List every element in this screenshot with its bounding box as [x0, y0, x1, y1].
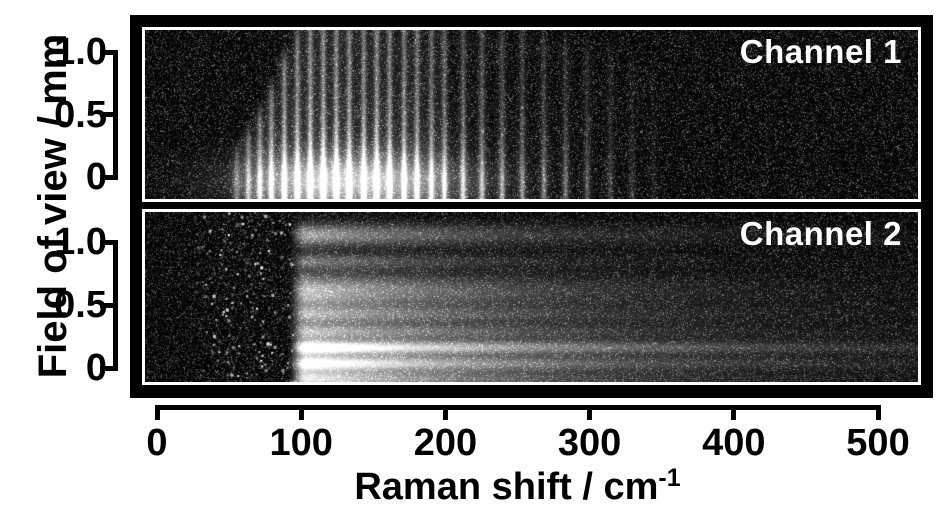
y-tick-label: 0: [85, 347, 107, 389]
y-axis-tick: [100, 365, 114, 371]
x-axis-tick: [875, 405, 881, 420]
x-tick-label: 0: [146, 422, 168, 464]
y-tick-label: 1.0: [54, 221, 107, 263]
channel-2-panel: Channel 2: [142, 209, 921, 385]
x-tick-label: 500: [846, 422, 910, 464]
plot-frame: Channel 1 Channel 2: [130, 15, 933, 398]
channel-1-label: Channel 1: [739, 33, 902, 70]
x-tick-label: 400: [702, 422, 766, 464]
y-axis-tick: [100, 112, 114, 117]
y-tick-label: 0.5: [54, 284, 107, 326]
y-tick-label: 0.5: [54, 93, 107, 136]
x-axis-title: Raman shift / cm-1: [157, 466, 878, 508]
x-tick-label: 200: [413, 422, 478, 464]
y-axis-tick: [100, 174, 114, 180]
x-axis-tick: [442, 405, 448, 420]
x-axis-tick: [587, 405, 593, 420]
x-axis-title-superscript: -1: [658, 464, 681, 492]
x-axis-tick: [731, 405, 737, 420]
y-axis-bracket-panel-2: [113, 239, 118, 371]
x-tick-label: 300: [557, 422, 622, 464]
y-axis-tick: [100, 239, 114, 245]
channel-1-panel: Channel 1: [142, 27, 921, 202]
channel-2-label: Channel 2: [739, 215, 902, 252]
x-axis-line: [154, 405, 881, 410]
y-axis-tick: [100, 49, 114, 55]
y-tick-label: 0: [85, 156, 107, 198]
y-axis-tick: [100, 302, 114, 308]
y-axis-bracket-panel-1: [113, 49, 118, 180]
x-axis-tick: [298, 405, 304, 420]
y-axis-title: Field of view / mm: [31, 33, 75, 379]
y-tick-label: 1.0: [54, 31, 107, 73]
channel-1-image: [145, 30, 918, 199]
x-tick-label: 100: [269, 422, 333, 464]
x-axis-tick: [154, 405, 160, 420]
channel-2-image: [145, 212, 918, 382]
x-axis-title-text: Raman shift / cm: [354, 466, 659, 508]
